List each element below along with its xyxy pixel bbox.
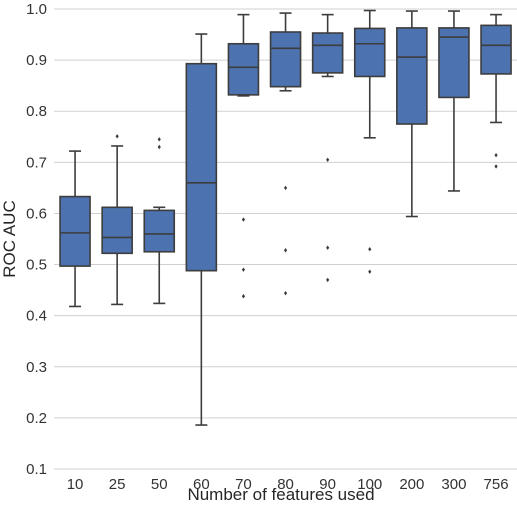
box-group bbox=[311, 13, 344, 283]
box-group bbox=[143, 137, 176, 305]
outlier-point bbox=[283, 185, 288, 191]
y-tick-label: 0.1 bbox=[26, 461, 47, 478]
box bbox=[311, 32, 344, 74]
outlier-point bbox=[157, 137, 161, 142]
box-group bbox=[353, 9, 386, 274]
x-axis-title: Number of features used bbox=[187, 485, 374, 504]
y-tick-label: 0.2 bbox=[26, 410, 47, 427]
y-tick-labels: 0.1 0.2 0.3 0.4 0.5 0.6 0.7 0.8 0.9 1.0 bbox=[26, 1, 47, 478]
outlier-point bbox=[283, 290, 288, 296]
box-group bbox=[438, 10, 470, 192]
outlier-point bbox=[241, 267, 246, 272]
y-tick-label: 0.7 bbox=[26, 154, 47, 171]
box bbox=[101, 206, 133, 255]
outlier-point bbox=[368, 247, 372, 252]
x-tick-label: 300 bbox=[441, 476, 466, 493]
outlier-point bbox=[283, 248, 288, 253]
y-tick-label: 0.4 bbox=[26, 308, 47, 325]
y-tick-label: 0.3 bbox=[26, 359, 47, 376]
outlier-point bbox=[241, 217, 246, 222]
x-tick-label: 50 bbox=[151, 476, 168, 493]
y-tick-label: 0.8 bbox=[26, 103, 47, 120]
outlier-point bbox=[326, 157, 330, 162]
box bbox=[480, 24, 512, 75]
box-plot-series bbox=[59, 9, 512, 426]
y-tick-label: 0.5 bbox=[26, 257, 47, 274]
box bbox=[438, 27, 470, 99]
outlier-point bbox=[241, 294, 246, 299]
y-tick-label: 1.0 bbox=[26, 1, 47, 18]
box-group bbox=[269, 12, 302, 296]
box bbox=[185, 62, 218, 272]
box bbox=[353, 27, 386, 78]
x-tick-label: 70 bbox=[235, 476, 252, 493]
outlier-point bbox=[115, 134, 119, 139]
outlier-point bbox=[326, 277, 330, 283]
box bbox=[396, 27, 428, 125]
box-group bbox=[396, 10, 428, 218]
box-group bbox=[59, 150, 91, 308]
box bbox=[227, 42, 260, 96]
box bbox=[269, 31, 302, 88]
y-axis-title: ROC AUC bbox=[0, 200, 19, 277]
x-tick-label: 100 bbox=[357, 476, 382, 493]
outlier-point bbox=[157, 144, 161, 150]
x-tick-label: 90 bbox=[319, 476, 336, 493]
box-group bbox=[480, 13, 512, 169]
x-tick-label: 80 bbox=[277, 476, 294, 493]
outlier-point bbox=[368, 269, 372, 274]
box-group bbox=[185, 33, 218, 426]
box-group bbox=[101, 134, 133, 306]
outlier-point bbox=[326, 245, 330, 250]
box bbox=[143, 209, 176, 253]
x-tick-label: 60 bbox=[193, 476, 210, 493]
x-tick-label: 25 bbox=[109, 476, 126, 493]
x-tick-labels: 10 25 50 60 70 80 90 100 200 300 756 bbox=[67, 476, 509, 493]
outlier-point bbox=[494, 152, 498, 158]
x-tick-label: 10 bbox=[67, 476, 84, 493]
box-group bbox=[227, 13, 260, 299]
outlier-point bbox=[494, 164, 498, 169]
box bbox=[59, 195, 91, 267]
y-tick-label: 0.6 bbox=[26, 205, 47, 222]
x-tick-label: 756 bbox=[484, 476, 509, 493]
y-tick-label: 0.9 bbox=[26, 52, 47, 69]
x-tick-label: 200 bbox=[399, 476, 424, 493]
